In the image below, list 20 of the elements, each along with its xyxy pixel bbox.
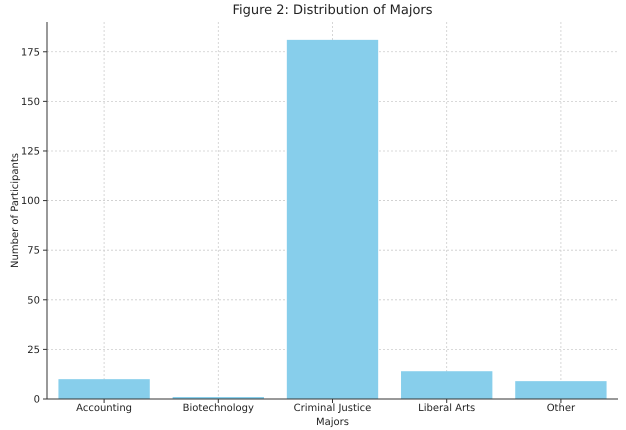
y-tick-label: 100 (20, 196, 40, 208)
bar (58, 379, 150, 399)
y-tick-label: 75 (27, 246, 40, 257)
y-axis-title: Number of Participants (10, 153, 21, 268)
chart-title: Figure 2: Distribution of Majors (232, 3, 433, 18)
x-tick-label: Other (546, 403, 576, 414)
y-tick-label: 50 (27, 295, 40, 306)
bar (286, 40, 378, 399)
y-tick-label: 25 (27, 344, 40, 356)
x-tick-label: Accounting (76, 403, 132, 414)
y-tick-label: 125 (20, 146, 40, 158)
bar (401, 371, 492, 399)
bar (515, 381, 607, 399)
x-tick-label: Liberal Arts (418, 403, 476, 414)
x-axis-title: Majors (316, 417, 349, 428)
x-tick-label: Criminal Justice (294, 403, 372, 414)
x-tick-label: Biotechnology (182, 403, 254, 414)
y-tick-label: 0 (34, 394, 40, 406)
y-tick-label: 150 (20, 96, 40, 108)
y-tick-label: 175 (20, 47, 40, 58)
